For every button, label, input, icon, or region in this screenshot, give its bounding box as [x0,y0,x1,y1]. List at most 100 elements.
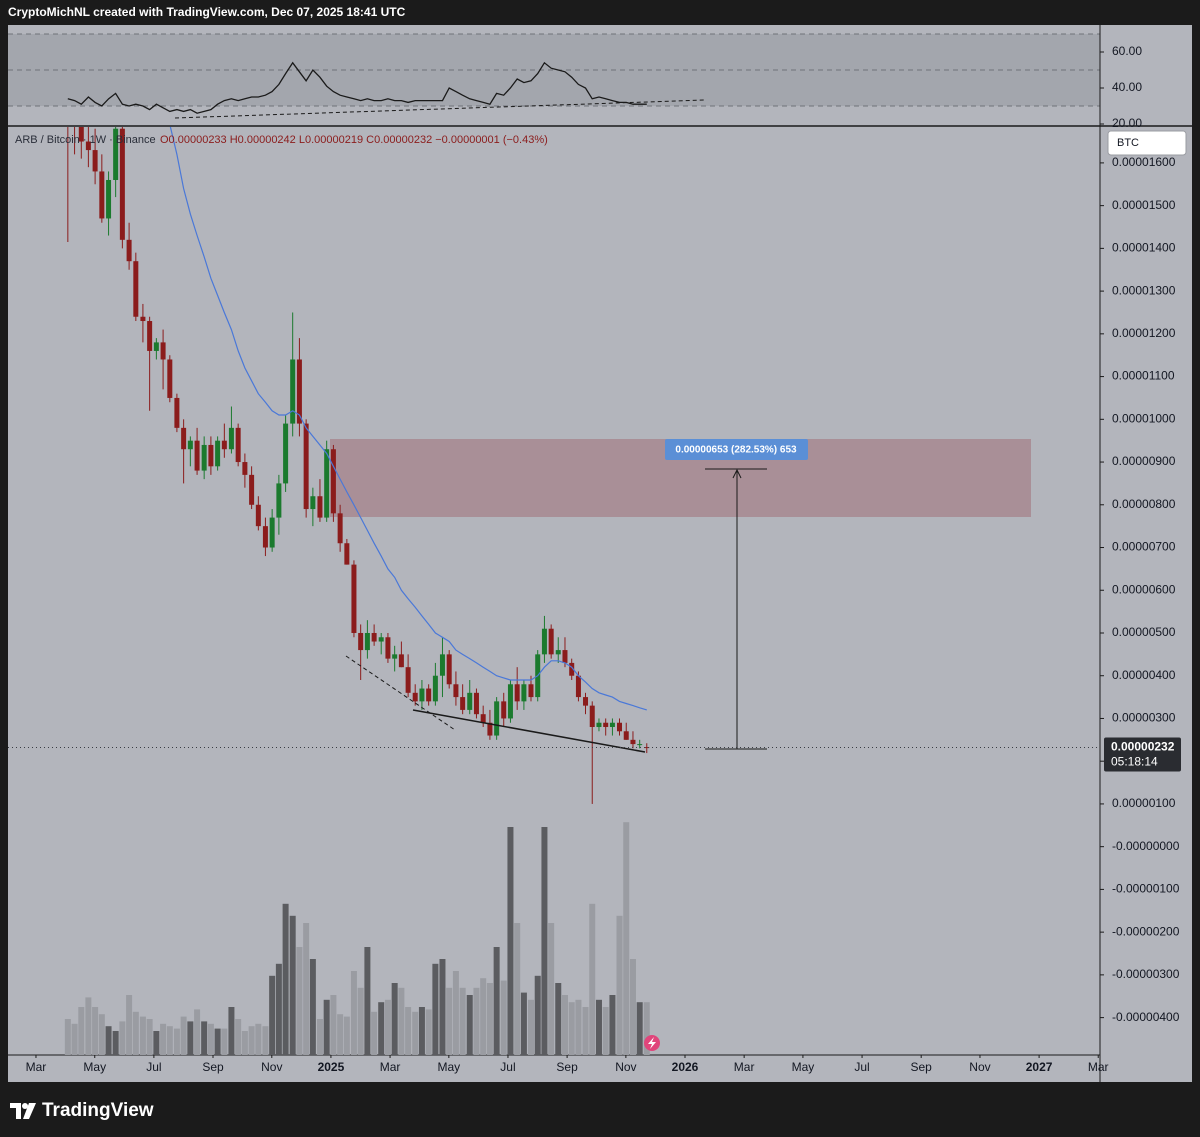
candle-body [344,543,350,565]
volume-bar [609,995,616,1055]
candle-body [644,747,650,749]
volume-bar [139,1016,146,1055]
volume-bar [289,915,296,1055]
volume-bar [500,980,507,1055]
y-tick-label: 0.00000100 [1112,796,1176,810]
measure-label: 0.00000653 (282.53%) 653 [675,445,797,456]
y-tick-label: -0.00000400 [1112,1010,1180,1024]
rsi-tick-label: 20.00 [1112,116,1142,130]
candle-body [385,637,391,659]
candle-body [181,427,187,450]
volume-bar [187,1021,194,1055]
y-tick-label: -0.00000200 [1112,924,1180,938]
volume-bar [269,975,276,1055]
y-tick-label: 0.00000400 [1112,668,1176,682]
volume-bar [548,923,555,1055]
credit: CryptoMichNL created with TradingView.co… [8,5,406,19]
candle-body [378,637,384,642]
x-tick-label: Jul [500,1060,515,1074]
volume-bar [452,971,459,1055]
volume-bar [98,1014,105,1055]
volume-bar [378,1002,385,1055]
volume-bar [589,903,596,1055]
volume-bar [153,1031,160,1055]
volume-bar [255,1023,262,1055]
candle-body [194,440,200,471]
candle-body [507,684,513,719]
volume-bar [357,987,364,1055]
candle-body [398,654,404,668]
candle-body [283,423,289,484]
volume-bar [119,1021,126,1055]
candle-body [99,171,105,219]
rsi-pane [8,33,1100,114]
y-tick-label: 0.00000600 [1112,582,1176,596]
candle-body [514,684,520,702]
y-tick-label: 0.00000300 [1112,711,1176,725]
candle-body [276,483,282,518]
chart-area [8,25,1192,1082]
volume-bar [636,1002,643,1055]
volume-bar [350,971,357,1055]
volume-bar [568,1002,575,1055]
volume-bar [221,1028,228,1055]
volume-bar [71,1023,78,1055]
y-tick-label: -0.00000300 [1112,967,1180,981]
y-tick-label: 0.00001500 [1112,198,1176,212]
candle-body [569,662,575,676]
candle-body [113,128,119,180]
candle-body [548,628,554,655]
volume-bar [384,999,391,1055]
candle-body [324,449,330,518]
y-tick-label: 0.00001000 [1112,411,1176,425]
volume-bar [214,1028,221,1055]
currency: BTC [1117,137,1139,149]
volume-bar [425,1009,432,1055]
candle-body [473,692,479,715]
volume-bar [527,999,534,1055]
candle-body [575,675,581,698]
candle-body [541,628,547,655]
candle-body [467,692,473,710]
candle-body [351,564,357,633]
candle-body [432,675,438,702]
candle-body [358,632,364,651]
candle-body [147,321,153,351]
trend-line [412,709,646,753]
volume-bar [364,947,371,1055]
candle-body [439,654,445,676]
drawings: 0.00000653 (282.53%) 653 [8,99,1100,1051]
candle-body [92,150,98,172]
candle-body [310,496,316,510]
candle-body [623,731,629,740]
x-tick-label: Nov [969,1060,990,1074]
candle-body [106,179,112,219]
axis-labels: 60.00 40.00 20.00 0.00001600 0.00001500 0.000… [26,44,1181,1074]
candle-body [187,440,193,450]
volume-bar [493,947,500,1055]
candle-body [330,449,336,514]
volume-bar [337,1014,344,1055]
candle-body [201,444,207,471]
volume-bar [391,983,398,1055]
x-tick-label: Mar [380,1060,401,1074]
candle-body [228,427,234,450]
candle-body [637,744,643,746]
y-tick-label: 0.00000700 [1112,540,1176,554]
candle-body [303,423,309,510]
volume-bar [316,1019,323,1055]
rsi-trend-line [174,99,706,119]
candle-body [392,654,398,659]
volume-bar [439,959,446,1055]
volume-bar [228,1007,235,1055]
candle-body [630,739,636,745]
candle-body [364,632,370,651]
volume-bar [248,1026,255,1055]
volume-bar [241,1031,248,1055]
candle-body [596,722,602,728]
volume-bar [201,1021,208,1055]
rsi-tick-label: 40.00 [1112,80,1142,94]
candle-body [609,722,615,728]
volume-bar [330,995,337,1055]
